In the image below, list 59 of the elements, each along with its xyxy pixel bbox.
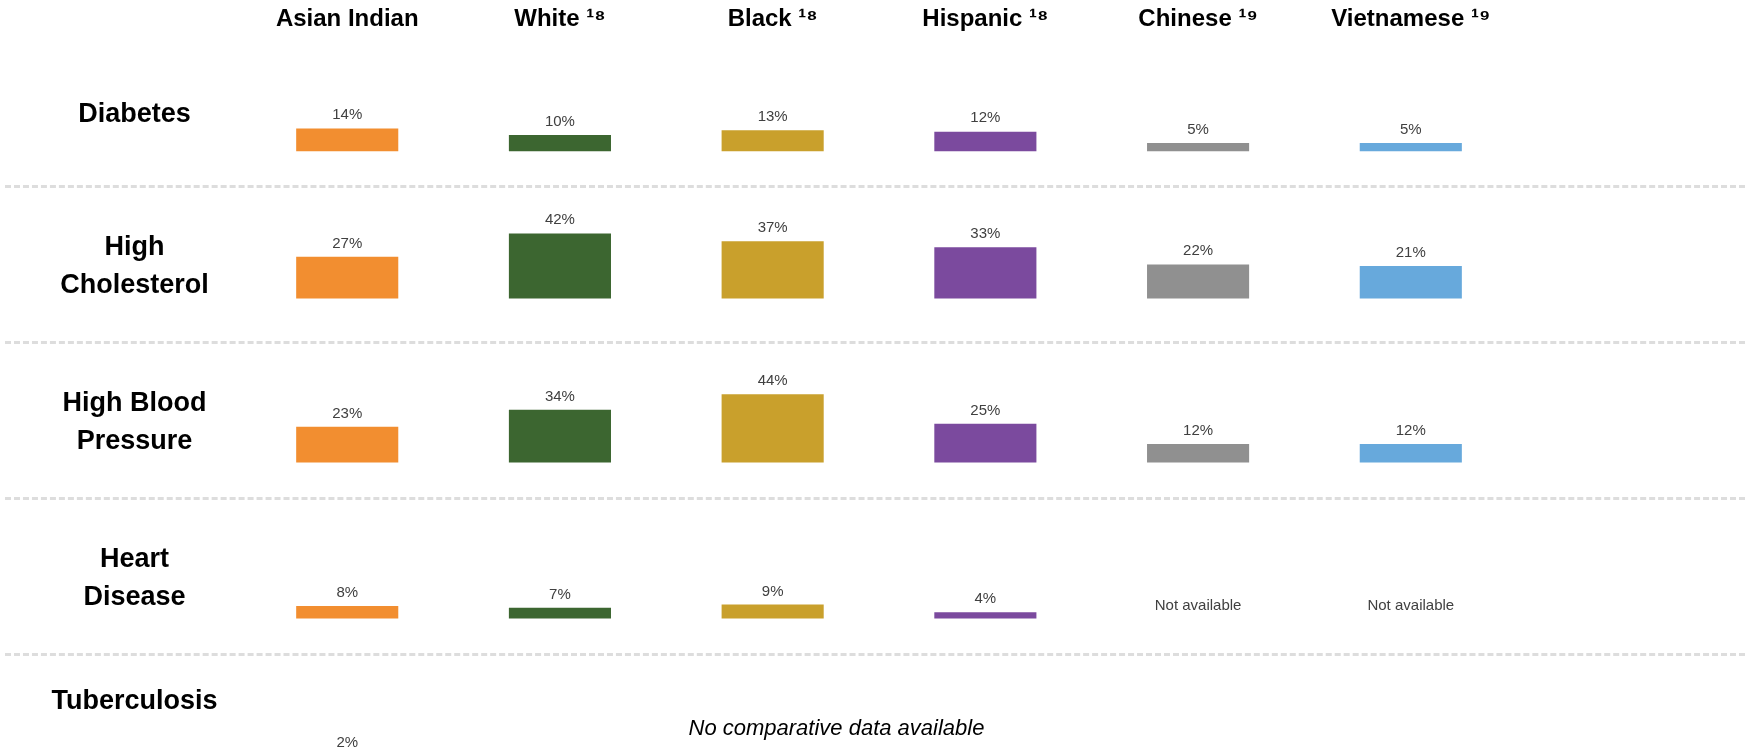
data-label: 34% [544, 386, 575, 404]
bar [1359, 265, 1462, 299]
text: High Cholesterol [60, 231, 209, 299]
data-label: 42% [544, 210, 575, 228]
text: Tuberculosis [51, 684, 218, 715]
x-tick-label: White ¹⁸ [514, 3, 606, 31]
bar [934, 131, 1037, 152]
data-label: 21% [1395, 242, 1426, 260]
bar [508, 134, 611, 152]
bar [934, 247, 1037, 299]
bar [1359, 443, 1462, 463]
data-label: 25% [970, 400, 1001, 418]
data-label: 8% [336, 583, 359, 601]
chart-title: Heart Disease [83, 543, 186, 611]
chart-title: Diabetes [78, 97, 191, 128]
bar [1147, 443, 1250, 463]
bar [721, 394, 824, 463]
bar [508, 233, 611, 299]
data-label: 12% [1395, 420, 1426, 438]
x-tick-label: Hispanic ¹⁸ [922, 3, 1049, 31]
data-label: 13% [757, 106, 788, 124]
bar [1359, 143, 1462, 152]
bar [721, 241, 824, 299]
x-tick-label: Vietnamese ¹⁹ [1331, 3, 1491, 31]
bar [296, 128, 399, 152]
text: Not available [1154, 595, 1242, 613]
data-label: 33% [970, 224, 1001, 242]
bar [508, 607, 611, 619]
data-label: 4% [974, 589, 997, 607]
data-label: 14% [332, 105, 363, 123]
bar [296, 606, 399, 619]
data-label: 27% [332, 233, 363, 251]
bar [934, 612, 1037, 619]
data-label: 37% [757, 218, 788, 236]
bar [296, 426, 399, 463]
x-tick-label: Asian Indian [275, 3, 419, 31]
bar [934, 423, 1037, 463]
text: Not available [1367, 595, 1455, 613]
bar [1147, 264, 1250, 299]
bar [508, 409, 611, 463]
bar [1147, 143, 1250, 152]
data-label: 5% [1187, 119, 1209, 137]
data-label: 23% [332, 403, 363, 421]
data-label: 44% [757, 371, 788, 389]
data-label: 9% [761, 581, 784, 599]
x-tick-label: Black ¹⁸ [727, 3, 818, 31]
data-label: 5% [1399, 119, 1422, 137]
data-label: 22% [1183, 241, 1214, 259]
bar [721, 130, 824, 152]
chart-title: High Blood Pressure [62, 387, 207, 455]
text: No comparative data available [688, 715, 985, 740]
data-label: 12% [970, 108, 1001, 126]
data-label: 12% [1183, 420, 1214, 438]
data-label: 7% [549, 584, 571, 602]
bar [721, 604, 824, 619]
data-label: 2% [336, 732, 359, 750]
data-label: 10% [544, 111, 575, 129]
bar [296, 256, 399, 299]
x-tick-label: Chinese ¹⁹ [1138, 3, 1258, 31]
